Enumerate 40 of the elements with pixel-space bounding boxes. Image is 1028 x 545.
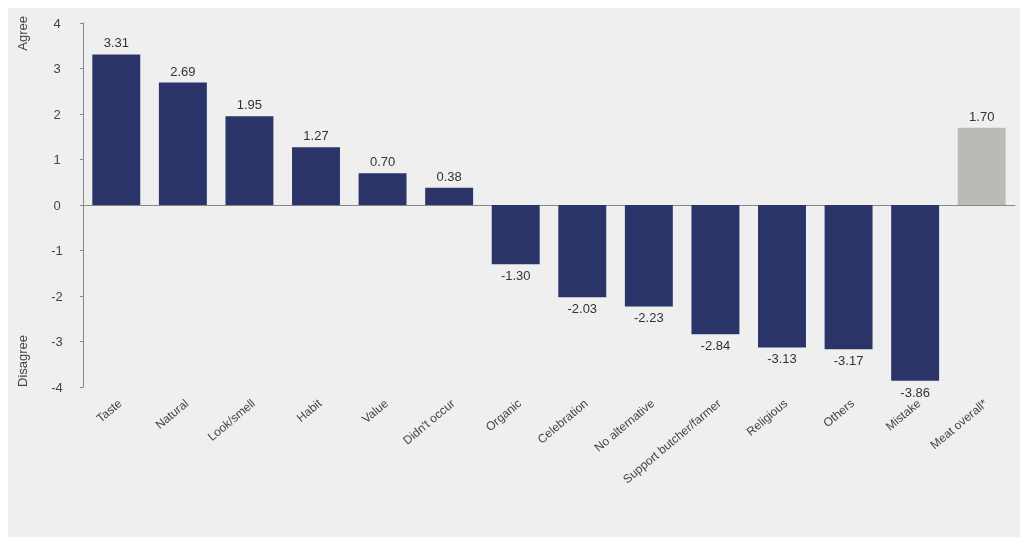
data-label: 0.38 [436, 168, 462, 184]
bar [292, 147, 340, 205]
data-label: 1.70 [969, 108, 995, 124]
bar [624, 205, 673, 307]
data-label: 2.69 [170, 63, 196, 79]
data-label: -1.30 [500, 268, 531, 284]
y-tick-label: -2 [51, 288, 63, 304]
data-label: 0.70 [369, 154, 396, 170]
text: Disagree [15, 334, 30, 387]
bar [425, 187, 474, 205]
bar [358, 173, 407, 205]
y-tick-label: 1 [53, 152, 61, 167]
bar [758, 205, 806, 348]
data-label: 1.95 [236, 97, 263, 113]
bar [891, 205, 940, 381]
data-label: -3.86 [900, 384, 930, 400]
y-tick-label: -1 [51, 243, 63, 258]
y-tick-label: 4 [53, 15, 61, 31]
bar [558, 205, 607, 298]
bar [225, 116, 274, 205]
y-tick-label: -3 [51, 334, 63, 349]
y-tick-label: 0 [53, 197, 61, 213]
x-tick-label: Taste [93, 396, 125, 426]
bar [691, 205, 740, 335]
bar [824, 205, 873, 350]
y-tick-label: -4 [51, 379, 63, 395]
bar [92, 54, 141, 205]
data-label: -2.23 [634, 310, 664, 326]
data-label: -2.84 [700, 338, 731, 354]
data-label: -3.13 [767, 351, 797, 367]
data-label: -2.03 [567, 301, 598, 317]
bar [491, 205, 540, 265]
y-tick-label: 2 [53, 106, 61, 122]
text: Agree [15, 15, 30, 51]
data-label: 1.27 [303, 128, 329, 144]
y-tick-label: 3 [53, 61, 61, 76]
data-label: -3.17 [833, 353, 864, 369]
bar [957, 127, 1006, 205]
data-label: 3.31 [103, 35, 129, 51]
bar [158, 82, 207, 205]
